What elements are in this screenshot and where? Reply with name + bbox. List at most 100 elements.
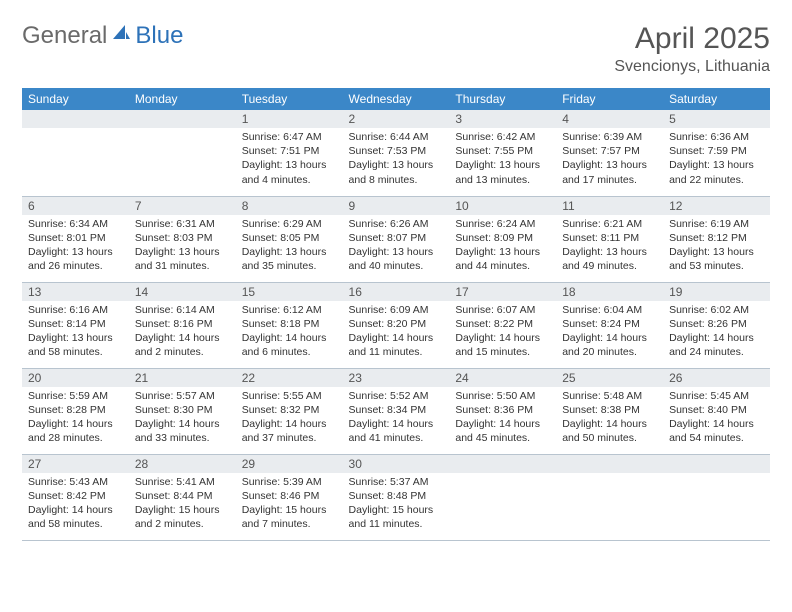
sunrise-line: Sunrise: 5:55 AM [242,389,337,403]
calendar-day-cell: 25Sunrise: 5:48 AMSunset: 8:38 PMDayligh… [556,368,663,454]
day-number [129,110,236,128]
daylight-line: Daylight: 14 hours and 50 minutes. [562,417,657,445]
day-body [449,473,556,527]
header: General Blue April 2025 Svencionys, Lith… [22,22,770,76]
calendar-day-cell: 29Sunrise: 5:39 AMSunset: 8:46 PMDayligh… [236,454,343,540]
calendar-header-row: SundayMondayTuesdayWednesdayThursdayFrid… [22,88,770,110]
calendar-day-cell [129,110,236,196]
day-number: 16 [343,283,450,301]
day-body: Sunrise: 6:04 AMSunset: 8:24 PMDaylight:… [556,301,663,364]
day-body: Sunrise: 6:21 AMSunset: 8:11 PMDaylight:… [556,215,663,278]
daylight-line: Daylight: 14 hours and 28 minutes. [28,417,123,445]
day-number: 20 [22,369,129,387]
sunrise-line: Sunrise: 5:59 AM [28,389,123,403]
brand-part2: Blue [135,22,183,50]
day-number: 23 [343,369,450,387]
calendar-day-cell: 2Sunrise: 6:44 AMSunset: 7:53 PMDaylight… [343,110,450,196]
sunrise-line: Sunrise: 6:04 AM [562,303,657,317]
day-number: 6 [22,197,129,215]
sunrise-line: Sunrise: 6:02 AM [669,303,764,317]
weekday-header: Friday [556,88,663,110]
day-number: 29 [236,455,343,473]
daylight-line: Daylight: 13 hours and 4 minutes. [242,158,337,186]
calendar-day-cell: 7Sunrise: 6:31 AMSunset: 8:03 PMDaylight… [129,196,236,282]
daylight-line: Daylight: 13 hours and 40 minutes. [349,245,444,273]
day-number: 1 [236,110,343,128]
calendar-day-cell: 8Sunrise: 6:29 AMSunset: 8:05 PMDaylight… [236,196,343,282]
sunset-line: Sunset: 8:20 PM [349,317,444,331]
day-body [663,473,770,527]
calendar-table: SundayMondayTuesdayWednesdayThursdayFrid… [22,88,770,541]
daylight-line: Daylight: 14 hours and 15 minutes. [455,331,550,359]
day-number [449,455,556,473]
calendar-week-row: 27Sunrise: 5:43 AMSunset: 8:42 PMDayligh… [22,454,770,540]
day-number: 3 [449,110,556,128]
day-number: 9 [343,197,450,215]
day-body: Sunrise: 6:31 AMSunset: 8:03 PMDaylight:… [129,215,236,278]
title-block: April 2025 Svencionys, Lithuania [614,22,770,76]
day-number: 5 [663,110,770,128]
sunrise-line: Sunrise: 6:21 AM [562,217,657,231]
daylight-line: Daylight: 13 hours and 58 minutes. [28,331,123,359]
calendar-week-row: 6Sunrise: 6:34 AMSunset: 8:01 PMDaylight… [22,196,770,282]
daylight-line: Daylight: 13 hours and 13 minutes. [455,158,550,186]
day-number: 24 [449,369,556,387]
sunrise-line: Sunrise: 6:26 AM [349,217,444,231]
day-number: 22 [236,369,343,387]
daylight-line: Daylight: 14 hours and 24 minutes. [669,331,764,359]
day-body: Sunrise: 5:48 AMSunset: 8:38 PMDaylight:… [556,387,663,450]
daylight-line: Daylight: 15 hours and 2 minutes. [135,503,230,531]
sunset-line: Sunset: 8:16 PM [135,317,230,331]
sunrise-line: Sunrise: 6:14 AM [135,303,230,317]
sunrise-line: Sunrise: 6:19 AM [669,217,764,231]
sunset-line: Sunset: 8:34 PM [349,403,444,417]
sail-icon [111,22,131,50]
daylight-line: Daylight: 13 hours and 35 minutes. [242,245,337,273]
calendar-day-cell: 18Sunrise: 6:04 AMSunset: 8:24 PMDayligh… [556,282,663,368]
sunrise-line: Sunrise: 6:44 AM [349,130,444,144]
day-number [22,110,129,128]
daylight-line: Daylight: 13 hours and 53 minutes. [669,245,764,273]
day-number: 11 [556,197,663,215]
day-number: 4 [556,110,663,128]
day-body: Sunrise: 6:14 AMSunset: 8:16 PMDaylight:… [129,301,236,364]
day-number: 15 [236,283,343,301]
day-number: 25 [556,369,663,387]
sunrise-line: Sunrise: 5:43 AM [28,475,123,489]
sunrise-line: Sunrise: 6:09 AM [349,303,444,317]
day-body: Sunrise: 6:34 AMSunset: 8:01 PMDaylight:… [22,215,129,278]
sunset-line: Sunset: 8:26 PM [669,317,764,331]
calendar-day-cell: 6Sunrise: 6:34 AMSunset: 8:01 PMDaylight… [22,196,129,282]
sunset-line: Sunset: 8:48 PM [349,489,444,503]
day-body: Sunrise: 5:41 AMSunset: 8:44 PMDaylight:… [129,473,236,536]
calendar-day-cell [556,454,663,540]
calendar-week-row: 1Sunrise: 6:47 AMSunset: 7:51 PMDaylight… [22,110,770,196]
sunrise-line: Sunrise: 5:50 AM [455,389,550,403]
sunset-line: Sunset: 8:05 PM [242,231,337,245]
daylight-line: Daylight: 13 hours and 22 minutes. [669,158,764,186]
weekday-header: Thursday [449,88,556,110]
calendar-day-cell: 9Sunrise: 6:26 AMSunset: 8:07 PMDaylight… [343,196,450,282]
sunset-line: Sunset: 8:28 PM [28,403,123,417]
calendar-day-cell [22,110,129,196]
day-body: Sunrise: 5:52 AMSunset: 8:34 PMDaylight:… [343,387,450,450]
sunset-line: Sunset: 7:53 PM [349,144,444,158]
day-body: Sunrise: 6:24 AMSunset: 8:09 PMDaylight:… [449,215,556,278]
location-label: Svencionys, Lithuania [614,58,770,76]
sunset-line: Sunset: 8:12 PM [669,231,764,245]
day-number [663,455,770,473]
sunrise-line: Sunrise: 5:48 AM [562,389,657,403]
day-body: Sunrise: 5:55 AMSunset: 8:32 PMDaylight:… [236,387,343,450]
daylight-line: Daylight: 14 hours and 45 minutes. [455,417,550,445]
sunrise-line: Sunrise: 5:37 AM [349,475,444,489]
calendar-day-cell: 21Sunrise: 5:57 AMSunset: 8:30 PMDayligh… [129,368,236,454]
sunrise-line: Sunrise: 6:42 AM [455,130,550,144]
daylight-line: Daylight: 14 hours and 6 minutes. [242,331,337,359]
day-body: Sunrise: 6:26 AMSunset: 8:07 PMDaylight:… [343,215,450,278]
sunrise-line: Sunrise: 6:12 AM [242,303,337,317]
calendar-day-cell: 10Sunrise: 6:24 AMSunset: 8:09 PMDayligh… [449,196,556,282]
brand-logo: General Blue [22,22,183,50]
daylight-line: Daylight: 13 hours and 44 minutes. [455,245,550,273]
weekday-header: Sunday [22,88,129,110]
sunrise-line: Sunrise: 6:47 AM [242,130,337,144]
